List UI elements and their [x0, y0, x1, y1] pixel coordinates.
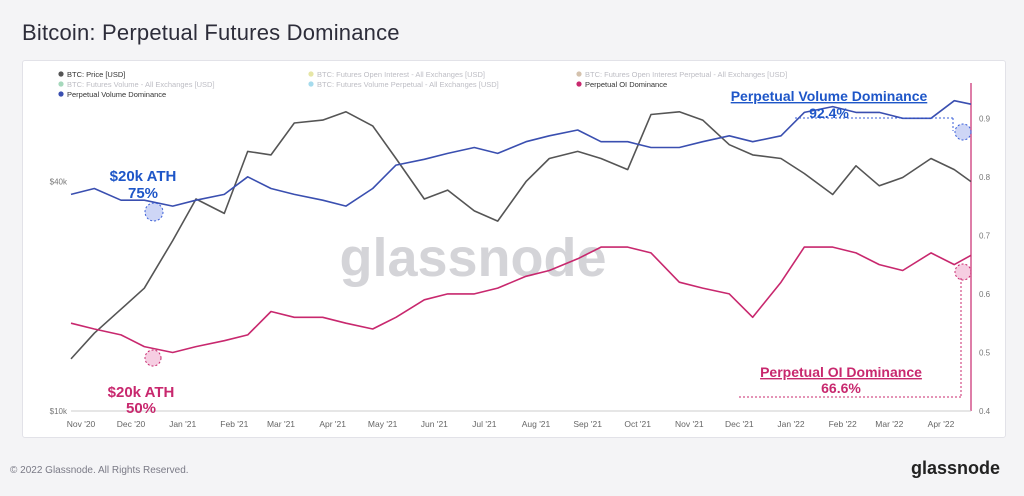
x-tick-label: Jul '21	[472, 419, 497, 429]
vol-now-marker	[954, 123, 972, 141]
x-tick-label: Jan '21	[169, 419, 196, 429]
legend-swatch	[576, 71, 582, 77]
oi-now-marker	[954, 263, 972, 281]
legend-swatch	[576, 81, 582, 87]
legend-label: BTC: Price [USD]	[67, 70, 125, 79]
x-tick-label: Nov '21	[675, 419, 704, 429]
oi-now-label: Perpetual OI Dominance	[760, 364, 922, 380]
legend-swatch	[58, 91, 64, 97]
x-tick-label: Jun '21	[421, 419, 448, 429]
y-left-tick-label: $10k	[50, 407, 68, 416]
x-tick-label: Sep '21	[573, 419, 602, 429]
x-tick-label: Oct '21	[624, 419, 651, 429]
page-title: Bitcoin: Perpetual Futures Dominance	[22, 20, 400, 45]
x-tick-label: Aug '21	[522, 419, 551, 429]
y-right-tick-label: 0.4	[979, 407, 991, 416]
chart-panel: glassnode BTC: Price [USD] BTC: Futures O…	[22, 60, 1006, 438]
x-tick-label: Mar '22	[875, 419, 903, 429]
annotations: $20k ATH 75% $20k ATH 50% Perpetual Volu…	[108, 88, 972, 417]
legend: BTC: Price [USD] BTC: Futures Open Intere…	[58, 70, 787, 99]
vol-ath-marker	[144, 202, 164, 222]
legend-swatch	[308, 81, 314, 87]
legend-label: Perpetual Volume Dominance	[67, 90, 166, 99]
oi-ath-value: 50%	[126, 400, 156, 417]
vol-ath-value: 75%	[128, 185, 158, 202]
y-right-tick-label: 0.7	[979, 231, 991, 240]
legend-label: BTC: Futures Open Interest - All Exchang…	[317, 70, 485, 79]
vol-now-label: Perpetual Volume Dominance	[731, 88, 928, 104]
legend-label: BTC: Futures Volume Perpetual - All Exch…	[317, 80, 499, 89]
x-tick-label: Mar '21	[267, 419, 295, 429]
series-line-0	[70, 110, 972, 360]
oi-ath-marker	[144, 349, 162, 367]
copyright: © 2022 Glassnode. All Rights Reserved.	[10, 465, 189, 476]
series-line-1	[70, 99, 972, 207]
y-right-tick-label: 0.8	[979, 173, 991, 182]
x-tick-label: Jan '22	[777, 419, 804, 429]
legend-label: BTC: Futures Volume - All Exchanges [USD…	[67, 80, 215, 89]
oi-ath-label: $20k ATH	[108, 384, 175, 401]
vol-ath-label: $20k ATH	[110, 168, 177, 185]
x-tick-label: Nov '20	[67, 419, 96, 429]
y-right-tick-label: 0.9	[979, 114, 991, 123]
series-line-2	[70, 246, 972, 354]
x-tick-label: Dec '20	[117, 419, 146, 429]
x-tick-label: Feb '22	[829, 419, 857, 429]
chart-svg: glassnode BTC: Price [USD] BTC: Futures O…	[50, 70, 991, 429]
y-right-tick-label: 0.5	[979, 348, 991, 357]
legend-swatch	[308, 71, 314, 77]
vol-now-value: 92.4%	[809, 105, 849, 121]
brand-logo: glassnode	[910, 458, 1000, 478]
y-left-tick-label: $40k	[50, 178, 68, 187]
x-tick-label: Apr '22	[928, 419, 955, 429]
x-tick-label: Apr '21	[319, 419, 346, 429]
x-tick-label: Dec '21	[725, 419, 754, 429]
watermark: glassnode	[339, 228, 606, 288]
legend-label: Perpetual OI Dominance	[585, 80, 667, 89]
legend-swatch	[58, 81, 64, 87]
oi-now-value: 66.6%	[821, 380, 861, 396]
y-right-tick-label: 0.6	[979, 290, 991, 299]
series-lines	[70, 99, 972, 360]
x-tick-label: May '21	[368, 419, 398, 429]
axes: Nov '20 Dec '20 Jan '21 Feb '21 Mar '21 Apr '…	[50, 83, 991, 429]
legend-label: BTC: Futures Open Interest Perpetual - A…	[585, 70, 787, 79]
legend-swatch	[58, 71, 64, 77]
x-tick-label: Feb '21	[220, 419, 248, 429]
